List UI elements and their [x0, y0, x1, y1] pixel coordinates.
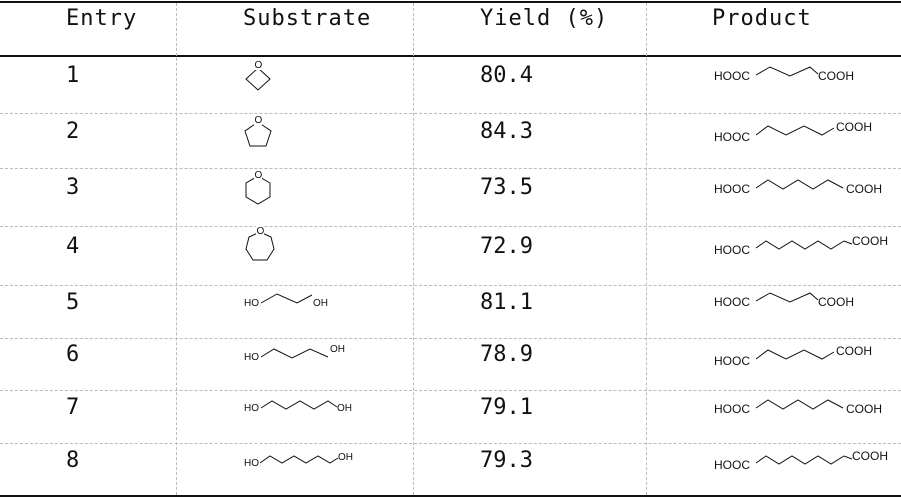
product-right-label: COOH — [818, 69, 854, 83]
product-right-label: COOH — [846, 402, 882, 416]
row-divider — [0, 338, 901, 339]
propanediol-structure: HO OH — [244, 293, 328, 309]
table-header-rule — [0, 55, 901, 57]
column-divider — [646, 3, 647, 495]
header-product: Product — [712, 6, 812, 31]
tetrahydrofuran-icon: O — [244, 115, 272, 147]
column-divider — [413, 3, 414, 495]
product-right-label: COOH — [836, 120, 872, 134]
row-divider — [0, 390, 901, 391]
product-left-label: HOOC — [714, 295, 750, 309]
substrate-left-label: HO — [244, 403, 259, 414]
substrate-right-label: OH — [313, 298, 328, 309]
yield-value: 73.5 — [480, 175, 533, 200]
ring-oxygen-label: O — [257, 226, 265, 237]
yield-value: 72.9 — [480, 234, 533, 259]
product-right-label: COOH — [836, 344, 872, 358]
table-bottom-rule — [0, 495, 901, 497]
hexanediol-structure: HO OH — [244, 452, 353, 469]
header-yield: Yield (%) — [480, 6, 609, 31]
pimelic-acid-structure: HOOC COOH — [714, 399, 882, 416]
glutaric-acid-structure: HOOC COOH — [714, 66, 854, 83]
tetrahydropyran-icon: O — [245, 170, 271, 205]
product-left-label: HOOC — [714, 182, 750, 196]
yield-value: 79.1 — [480, 395, 533, 420]
product-right-label: COOH — [852, 449, 888, 463]
product-right-label: COOH — [846, 182, 882, 196]
substrate-left-label: HO — [244, 352, 259, 363]
ring-oxygen-label: O — [255, 115, 263, 126]
suberic-acid-structure: HOOC COOH — [714, 449, 888, 472]
substrate-left-label: HO — [244, 458, 259, 469]
row-divider — [0, 226, 901, 227]
table-top-rule — [0, 1, 901, 3]
product-left-label: HOOC — [714, 458, 750, 472]
header-entry: Entry — [66, 6, 138, 31]
entry-number: 8 — [66, 448, 80, 473]
row-divider — [0, 443, 901, 444]
substrate-right-label: OH — [337, 403, 352, 414]
entry-number: 4 — [66, 234, 80, 259]
product-left-label: HOOC — [714, 354, 750, 368]
product-right-label: COOH — [852, 234, 888, 248]
oxepane-icon: O — [245, 226, 275, 261]
product-left-label: HOOC — [714, 243, 750, 257]
row-divider — [0, 285, 901, 286]
row-divider — [0, 168, 901, 169]
yield-value: 79.3 — [480, 448, 533, 473]
yield-value: 81.1 — [480, 290, 533, 315]
oxetane-icon: O — [245, 60, 271, 91]
pimelic-acid-structure: HOOC COOH — [714, 179, 882, 196]
entry-number: 5 — [66, 290, 80, 315]
product-right-label: COOH — [818, 295, 854, 309]
ring-oxygen-label: O — [255, 170, 263, 181]
butanediol-structure: HO OH — [244, 344, 345, 363]
substrate-right-label: OH — [338, 452, 353, 463]
ring-oxygen-label: O — [255, 60, 263, 71]
row-divider — [0, 113, 901, 114]
adipic-acid-structure: HOOC COOH — [714, 344, 872, 368]
substrate-left-label: HO — [244, 298, 259, 309]
yield-value: 78.9 — [480, 342, 533, 367]
yield-value: 84.3 — [480, 119, 533, 144]
column-divider — [176, 3, 177, 495]
adipic-acid-structure: HOOC COOH — [714, 120, 872, 144]
entry-number: 3 — [66, 175, 80, 200]
suberic-acid-structure: HOOC COOH — [714, 234, 888, 257]
product-left-label: HOOC — [714, 402, 750, 416]
entry-number: 1 — [66, 63, 80, 88]
glutaric-acid-structure: HOOC COOH — [714, 292, 854, 309]
entry-number: 6 — [66, 342, 80, 367]
product-left-label: HOOC — [714, 130, 750, 144]
substrate-right-label: OH — [330, 344, 345, 355]
product-left-label: HOOC — [714, 69, 750, 83]
yield-value: 80.4 — [480, 63, 533, 88]
pentanediol-structure: HO OH — [244, 400, 352, 414]
header-substrate: Substrate — [243, 6, 372, 31]
entry-number: 2 — [66, 119, 80, 144]
entry-number: 7 — [66, 395, 80, 420]
